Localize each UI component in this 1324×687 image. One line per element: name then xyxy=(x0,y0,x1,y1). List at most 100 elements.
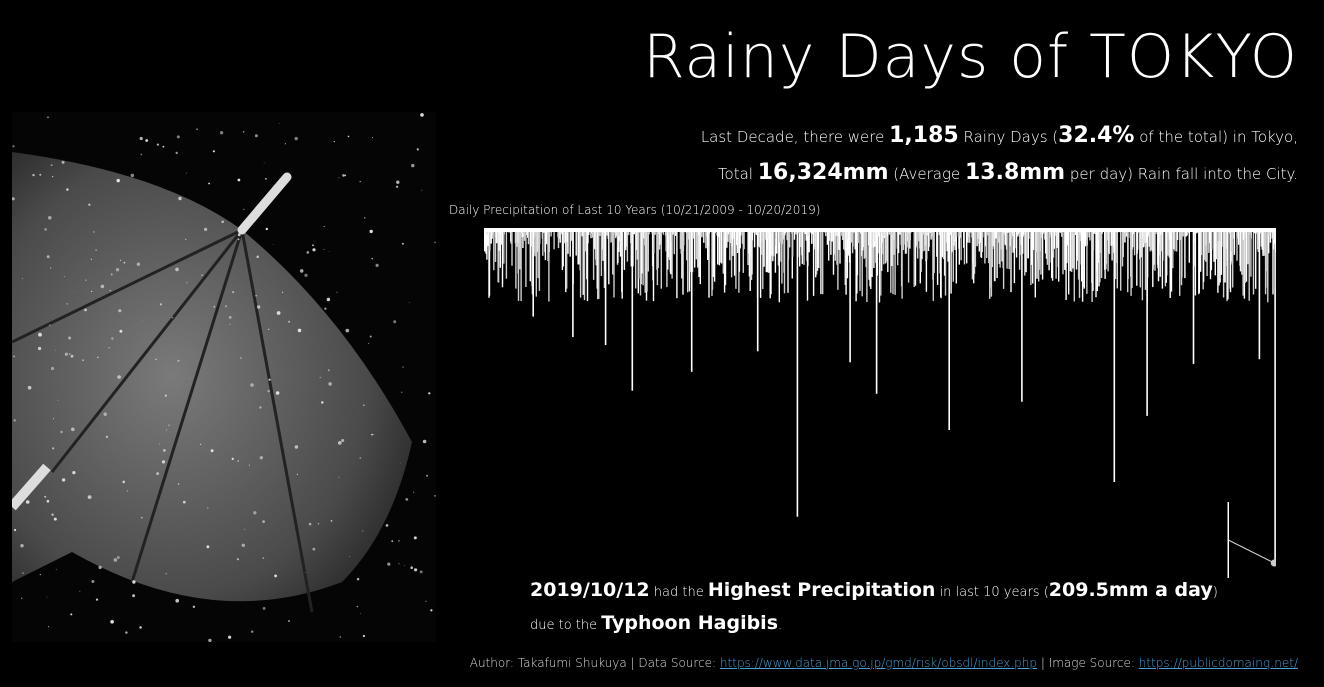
rain-drop xyxy=(371,433,373,436)
daily-bar xyxy=(707,228,709,260)
daily-bar xyxy=(855,228,857,302)
daily-bar xyxy=(904,228,907,254)
daily-bar xyxy=(1179,228,1181,296)
daily-bars xyxy=(484,228,1276,303)
daily-bar xyxy=(751,228,754,241)
rain-drop xyxy=(110,620,114,624)
rain-drop xyxy=(177,359,180,362)
rain-drop xyxy=(251,630,254,633)
daily-bar xyxy=(999,228,1001,268)
daily-bar xyxy=(1198,228,1200,293)
rain-drop xyxy=(12,145,15,148)
rain-drop xyxy=(371,258,373,260)
daily-bar xyxy=(1040,228,1042,275)
daily-bar xyxy=(992,228,994,247)
rain-drop xyxy=(164,394,167,397)
daily-bar xyxy=(834,228,836,261)
daily-bar xyxy=(1044,228,1046,240)
rain-drop xyxy=(369,335,372,338)
rain-drop xyxy=(171,316,174,319)
daily-bar xyxy=(786,228,788,241)
rain-drop xyxy=(47,116,49,119)
rain-drop xyxy=(328,382,332,386)
rain-drop xyxy=(297,328,302,333)
rain-drop xyxy=(185,172,187,174)
rain-drop xyxy=(69,353,71,355)
daily-bar xyxy=(805,228,807,241)
rain-drop xyxy=(221,220,224,224)
rain-drop xyxy=(296,473,299,476)
daily-bar xyxy=(831,228,833,242)
daily-bar xyxy=(1069,228,1072,272)
daily-bar xyxy=(1173,228,1175,250)
rain-drop xyxy=(13,355,15,358)
rain-drop xyxy=(53,418,54,420)
daily-bar xyxy=(973,228,976,274)
daily-bar xyxy=(1008,228,1010,270)
rain-drop xyxy=(416,148,419,151)
daily-bar xyxy=(1106,228,1108,241)
daily-bar xyxy=(653,228,655,254)
daily-bar xyxy=(969,228,971,243)
rain-drop xyxy=(176,135,180,139)
daily-bar xyxy=(701,228,703,238)
chart-title: Daily Precipitation of Last 10 Years (10… xyxy=(449,203,821,217)
rain-drop xyxy=(393,320,397,324)
rain-drop xyxy=(111,337,114,340)
daily-bar xyxy=(749,228,751,291)
daily-bar xyxy=(845,228,847,295)
daily-bar xyxy=(748,228,751,277)
daily-bar xyxy=(753,228,756,248)
daily-bar xyxy=(1005,228,1007,246)
daily-bar xyxy=(683,228,685,246)
rain-drop xyxy=(275,391,280,395)
rain-drop xyxy=(341,439,345,442)
daily-bar xyxy=(835,228,837,237)
daily-bar xyxy=(736,228,739,253)
daily-bar xyxy=(1013,228,1016,284)
data-source-link[interactable]: https://www.data.jma.go.jp/gmd/risk/obsd… xyxy=(719,656,1038,670)
daily-bar xyxy=(1243,228,1246,299)
daily-bar xyxy=(1271,228,1273,239)
daily-bar xyxy=(1077,228,1080,280)
rain-drop xyxy=(201,274,203,276)
rain-drop xyxy=(85,279,87,281)
daily-bar xyxy=(1217,228,1219,293)
rainy-days-percent: 32.4% xyxy=(1058,123,1135,148)
daily-bar xyxy=(1105,228,1108,265)
daily-bar xyxy=(639,228,642,296)
rain-drop xyxy=(265,178,267,180)
rain-drop xyxy=(93,231,95,233)
daily-bar xyxy=(1148,228,1151,247)
daily-bar xyxy=(1170,228,1173,292)
annotation-text: due to the xyxy=(530,618,602,633)
daily-bar xyxy=(1048,228,1050,271)
daily-bar xyxy=(485,228,487,254)
daily-bar xyxy=(711,228,714,290)
rain-drop xyxy=(401,242,404,245)
rain-drop xyxy=(232,291,235,294)
daily-bar xyxy=(666,228,668,288)
image-source-link[interactable]: https://publicdomainq.net/ xyxy=(1138,656,1298,670)
daily-bar xyxy=(1141,228,1144,301)
daily-bar xyxy=(1194,228,1197,296)
daily-bar xyxy=(566,228,568,289)
rain-drop xyxy=(208,182,211,185)
daily-bar xyxy=(792,228,794,257)
peak-bar xyxy=(1192,228,1195,364)
rain-drop xyxy=(116,178,120,183)
rain-drop xyxy=(136,262,141,266)
annotation-text: had the xyxy=(649,585,708,600)
daily-bar xyxy=(527,228,529,238)
daily-bar xyxy=(869,228,871,287)
rain-drop xyxy=(372,137,374,139)
daily-bar xyxy=(668,228,671,261)
daily-bar xyxy=(832,228,835,275)
daily-bar xyxy=(641,228,643,274)
daily-bar xyxy=(1041,228,1044,280)
peak-bar xyxy=(1146,228,1148,416)
rain-drop xyxy=(66,188,69,191)
rain-drop xyxy=(182,500,186,504)
rain-drop xyxy=(347,135,350,138)
daily-bar xyxy=(1236,228,1238,261)
